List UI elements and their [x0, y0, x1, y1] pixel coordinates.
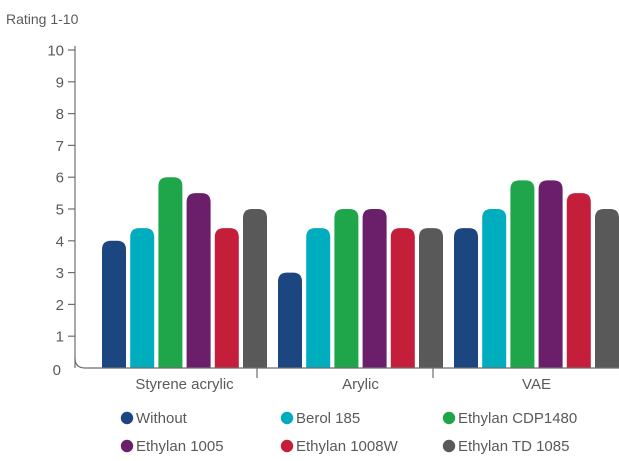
bar-arylic-ethylan-1005: Ethylan 1005: 5: [362, 209, 387, 368]
bar-vae-berol-185: Berol 185: 5: [482, 209, 507, 368]
y-tick-label-1: 1: [56, 329, 64, 346]
x-axis-line: [74, 357, 619, 369]
legend-label-without: Without: [136, 410, 188, 427]
legend-item-berol-185: Berol 185: [280, 410, 360, 427]
legend-item-ethylan-1008w: Ethylan 1008W: [280, 438, 399, 455]
y-tick-label-4: 4: [56, 233, 64, 250]
legend-label-berol-185: Berol 185: [296, 410, 360, 427]
y-axis-title: Rating 1-10: [6, 11, 79, 27]
legend-marker-without: [120, 411, 134, 425]
legend-item-without: Without: [120, 410, 188, 427]
legend-label-ethylan-1005: Ethylan 1005: [136, 438, 224, 455]
legend-label-ethylan-1008w: Ethylan 1008W: [296, 438, 399, 455]
bar-vae-ethylan-td-1085: Ethylan TD 1085: 5: [595, 209, 619, 368]
bar-group-styrene-acrylic: Without: 4Berol 185: 4.4Ethylan CDP1480:…: [102, 177, 267, 368]
axes-layer: 0 1 2 3 4 5 6 7 8 9 10 Styrene acrylic Arylic VAE: [47, 43, 619, 393]
legend-label-ethylan-cdp1480: Ethylan CDP1480: [458, 410, 577, 427]
y-tick-label-9: 9: [56, 74, 64, 91]
bar-styrene-acrylic-ethylan-cdp1480: Ethylan CDP1480: 6: [158, 177, 183, 368]
x-tick-label-vae: VAE: [522, 376, 551, 393]
bar-arylic-ethylan-td-1085: Ethylan TD 1085: 4.4: [419, 228, 443, 368]
bar-styrene-acrylic-ethylan-1005: Ethylan 1005: 5.5: [186, 193, 211, 368]
legend-marker-ethylan-1008w: [280, 439, 294, 453]
legend: Without Berol 185 Ethylan CDP1480 Ethylan 1…: [120, 410, 577, 455]
bar-vae-ethylan-1008w: Ethylan 1008W: 5.5: [566, 193, 591, 368]
bar-styrene-acrylic-ethylan-td-1085: Ethylan TD 1085: 5: [243, 209, 267, 368]
bar-arylic-ethylan-1008w: Ethylan 1008W: 4.4: [390, 228, 415, 368]
bar-vae-ethylan-cdp1480: Ethylan CDP1480: 5.9: [510, 180, 535, 368]
y-tick-label-6: 6: [56, 170, 64, 187]
y-tick-label-0: 0: [53, 362, 61, 379]
bar-group-arylic: Without: 3Berol 185: 4.4Ethylan CDP1480:…: [278, 209, 443, 368]
bar-vae-ethylan-1005: Ethylan 1005: 5.9: [538, 180, 563, 368]
legend-label-ethylan-td-1085: Ethylan TD 1085: [458, 438, 569, 455]
legend-marker-ethylan-cdp1480: [442, 411, 456, 425]
legend-item-ethylan-1005: Ethylan 1005: [120, 438, 224, 455]
legend-marker-ethylan-td-1085: [442, 439, 456, 453]
x-tick-label-arylic: Arylic: [342, 376, 379, 393]
bar-vae-without: Without: 4.4: [454, 228, 478, 368]
bar-arylic-without: Without: 3: [278, 272, 302, 368]
bars-layer: Without: 4Berol 185: 4.4Ethylan CDP1480:…: [102, 177, 619, 368]
bar-arylic-ethylan-cdp1480: Ethylan CDP1480: 5: [334, 209, 359, 368]
y-tick-label-3: 3: [56, 265, 64, 282]
bar-arylic-berol-185: Berol 185: 4.4: [306, 228, 331, 368]
y-tick-label-2: 2: [56, 297, 64, 314]
x-tick-label-styrene-acrylic: Styrene acrylic: [135, 376, 234, 393]
legend-marker-berol-185: [280, 411, 294, 425]
legend-marker-ethylan-1005: [120, 439, 134, 453]
bar-styrene-acrylic-without: Without: 4: [102, 240, 126, 368]
y-tick-label-7: 7: [56, 138, 64, 155]
bar-styrene-acrylic-ethylan-1008w: Ethylan 1008W: 4.4: [214, 228, 239, 368]
legend-item-ethylan-td-1085: Ethylan TD 1085: [442, 438, 569, 455]
legend-item-ethylan-cdp1480: Ethylan CDP1480: [442, 410, 577, 427]
bar-styrene-acrylic-berol-185: Berol 185: 4.4: [130, 228, 155, 368]
y-tick-label-5: 5: [56, 202, 64, 219]
y-tick-label-8: 8: [56, 106, 64, 123]
y-tick-label-10: 10: [47, 43, 64, 60]
